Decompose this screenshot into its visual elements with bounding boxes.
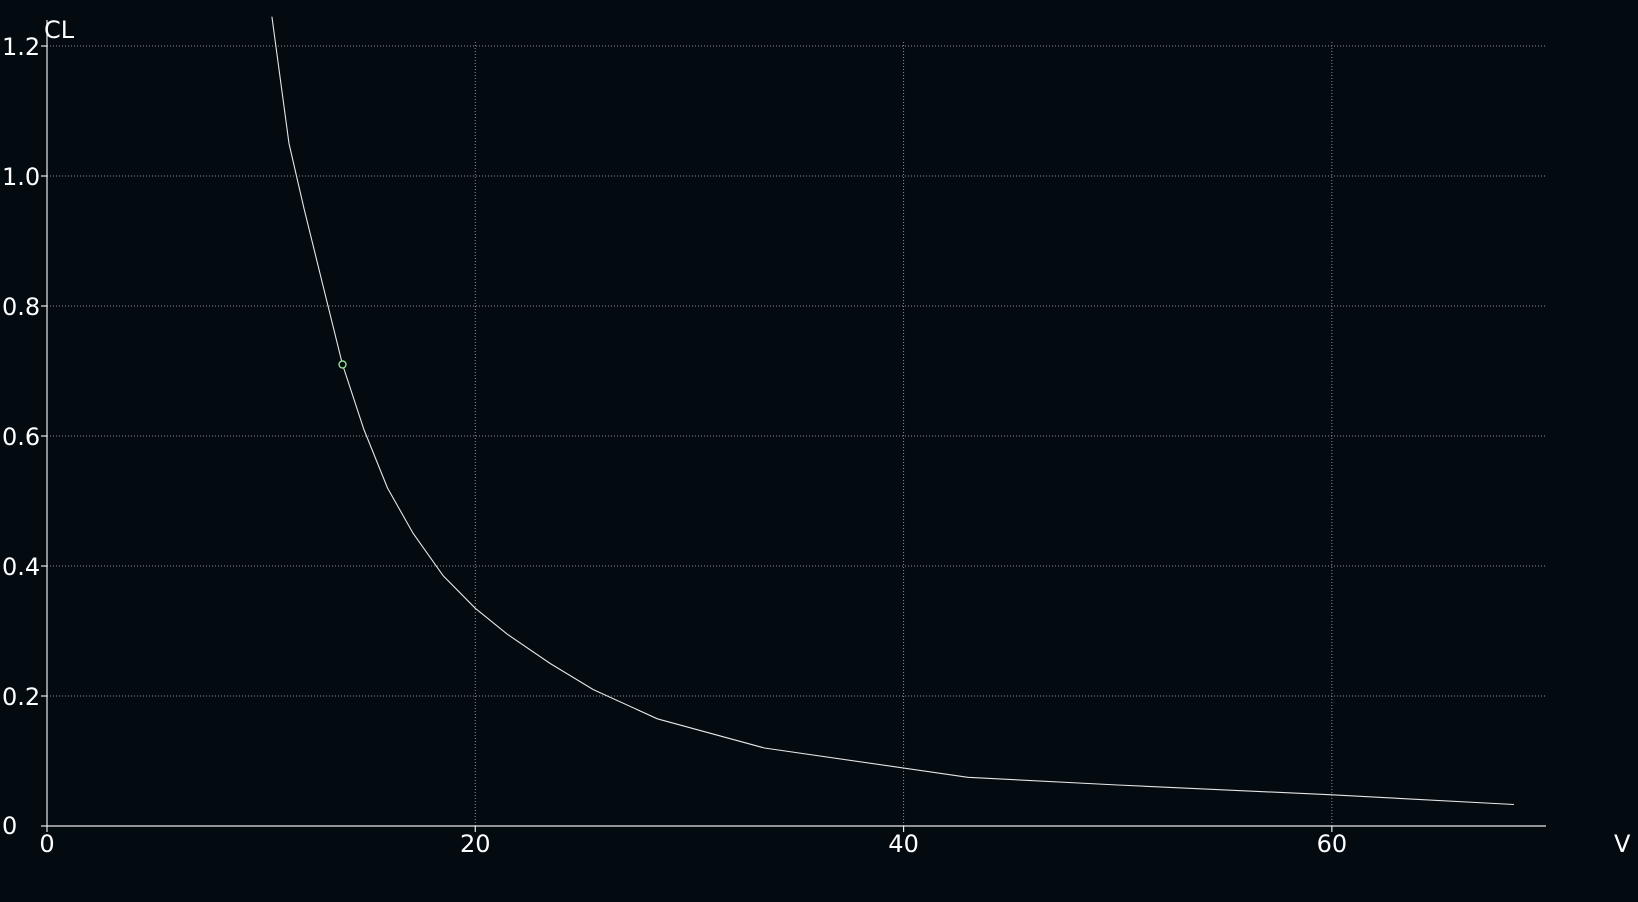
y-tick-label: 1.0 [2, 163, 40, 191]
y-tick-label: 0 [2, 812, 17, 840]
y-tick-label: 1.2 [2, 33, 40, 61]
y-tick-label: 0.8 [2, 293, 40, 321]
tick-labels: 0 0.2 0.4 0.6 0.8 1.0 1.2 0 20 40 60 [2, 33, 1347, 858]
x-tick-label: 0 [39, 830, 54, 858]
series [271, 16, 1514, 806]
y-axis-label: CL [44, 16, 75, 44]
x-axis-label: V [1614, 830, 1631, 858]
y-tick-label: 0.4 [2, 553, 40, 581]
x-tick-label: 20 [460, 830, 491, 858]
axes [41, 20, 1546, 832]
x-tick-label: 40 [888, 830, 919, 858]
x-tick-label: 60 [1317, 830, 1348, 858]
data-point-marker[interactable] [338, 360, 347, 369]
series-line [271, 16, 1514, 806]
y-tick-label: 0.6 [2, 423, 40, 451]
y-tick-label: 0.2 [2, 683, 40, 711]
